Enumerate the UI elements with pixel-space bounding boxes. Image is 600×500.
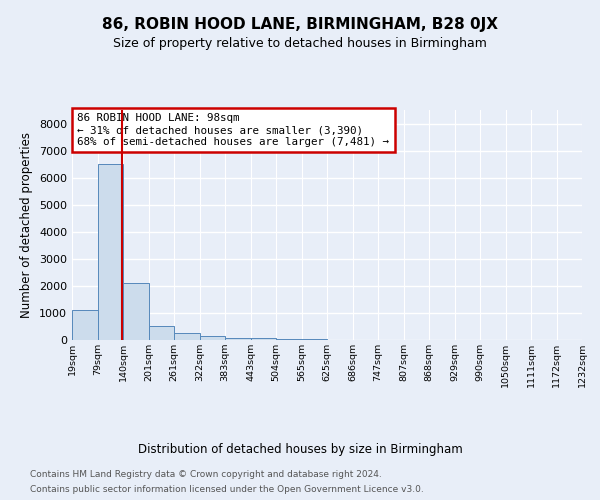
Bar — [149, 326, 174, 340]
Bar — [97, 164, 123, 340]
Text: Contains public sector information licensed under the Open Government Licence v3: Contains public sector information licen… — [30, 485, 424, 494]
Text: 86 ROBIN HOOD LANE: 98sqm
← 31% of detached houses are smaller (3,390)
68% of se: 86 ROBIN HOOD LANE: 98sqm ← 31% of detac… — [77, 114, 389, 146]
Text: Contains HM Land Registry data © Crown copyright and database right 2024.: Contains HM Land Registry data © Crown c… — [30, 470, 382, 479]
Bar — [251, 338, 276, 340]
Bar — [123, 283, 149, 340]
Text: 86, ROBIN HOOD LANE, BIRMINGHAM, B28 0JX: 86, ROBIN HOOD LANE, BIRMINGHAM, B28 0JX — [102, 18, 498, 32]
Bar — [276, 339, 302, 340]
Y-axis label: Number of detached properties: Number of detached properties — [20, 132, 34, 318]
Text: Distribution of detached houses by size in Birmingham: Distribution of detached houses by size … — [137, 442, 463, 456]
Bar — [72, 310, 97, 340]
Text: Size of property relative to detached houses in Birmingham: Size of property relative to detached ho… — [113, 38, 487, 51]
Bar — [225, 338, 251, 340]
Bar — [174, 333, 199, 340]
Bar — [199, 336, 225, 340]
